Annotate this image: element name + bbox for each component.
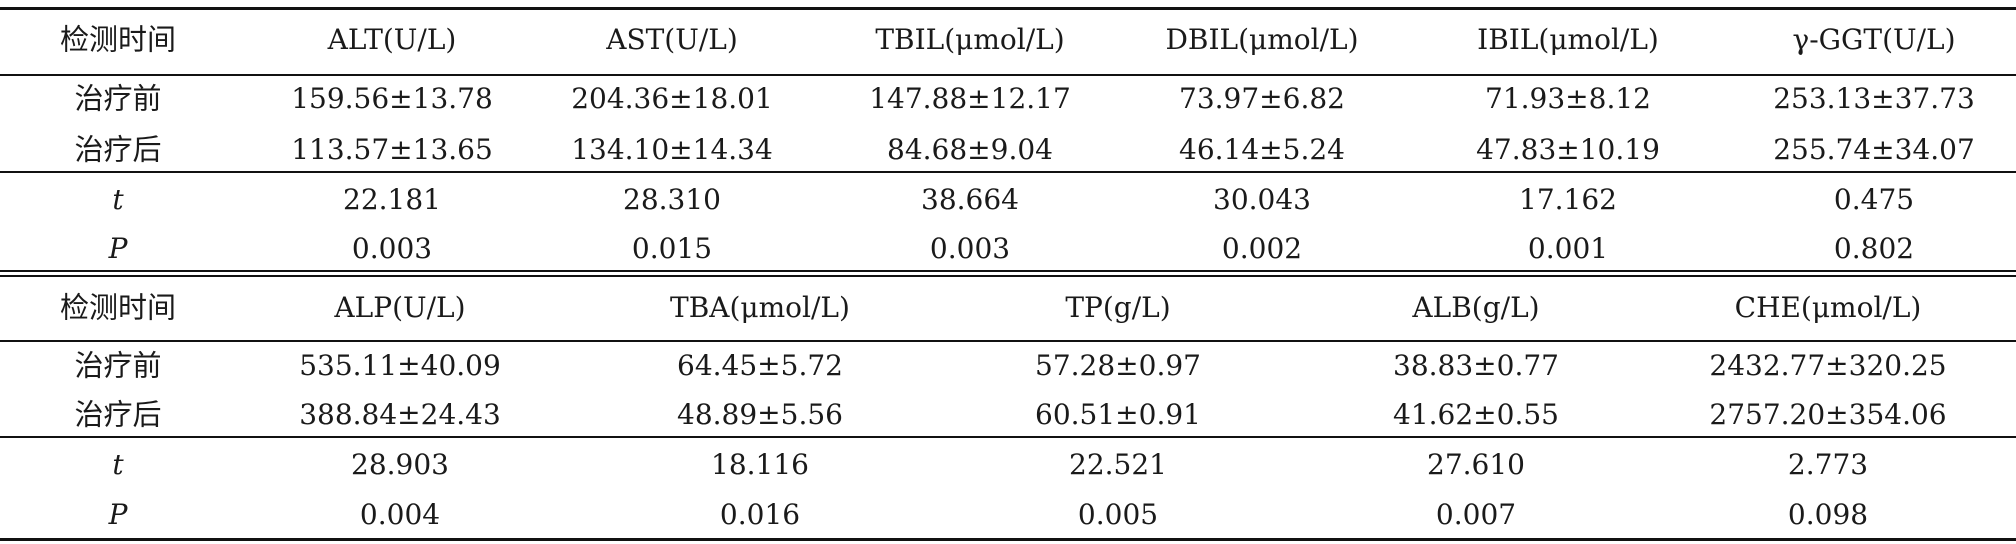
table1-row-label: 治疗前: [74, 81, 162, 116]
table2-cell: 535.11±40.09: [299, 349, 501, 382]
table2-header-cell: CHE(μmol/L): [1734, 291, 1922, 324]
table-rule: [0, 275, 2016, 277]
table-rule: [0, 7, 2016, 10]
table2-cell: 57.28±0.97: [1035, 349, 1201, 382]
table1-cell: 71.93±8.12: [1485, 82, 1651, 115]
table-rule: [0, 436, 2016, 438]
table1-row-label: 治疗后: [74, 132, 162, 167]
table2-cell: 388.84±24.43: [299, 398, 501, 431]
table-rule: [0, 538, 2016, 541]
table-rule: [0, 270, 2016, 272]
table2-cell: 22.521: [1069, 448, 1167, 481]
table1-cell: 46.14±5.24: [1179, 133, 1345, 166]
table1-cell: 28.310: [623, 183, 721, 216]
table1-cell: 134.10±14.34: [571, 133, 773, 166]
table2-header-cell: ALB(g/L): [1412, 291, 1540, 324]
table1-cell: 0.003: [929, 232, 1011, 265]
table1-cell: 47.83±10.19: [1476, 133, 1660, 166]
table2-cell: 0.004: [359, 498, 441, 531]
table2-cell: 60.51±0.91: [1035, 398, 1201, 431]
table1-cell: 0.001: [1527, 232, 1609, 265]
table1-header-cell: DBIL(μmol/L): [1165, 23, 1359, 56]
table-rule: [0, 171, 2016, 173]
table1-cell: 30.043: [1213, 183, 1311, 216]
table2-cell: 48.89±5.56: [677, 398, 843, 431]
table2-cell: 41.62±0.55: [1393, 398, 1559, 431]
table2-cell: 2.773: [1787, 448, 1869, 481]
table1-cell: 17.162: [1519, 183, 1617, 216]
table2-cell: 0.016: [719, 498, 801, 531]
table1-header-cell: γ-GGT(U/L): [1792, 23, 1956, 56]
table2-header-cell: TBA(μmol/L): [670, 291, 850, 324]
table1-cell: 22.181: [343, 183, 441, 216]
table1-cell: 0.003: [351, 232, 433, 265]
table1-cell: 204.36±18.01: [571, 82, 773, 115]
table1-cell: 253.13±37.73: [1773, 82, 1975, 115]
table2-cell: 28.903: [351, 448, 449, 481]
table2-cell: 27.610: [1427, 448, 1525, 481]
table1-cell: 0.475: [1833, 183, 1915, 216]
table1-header-cell: IBIL(μmol/L): [1477, 23, 1659, 56]
table1-cell: 84.68±9.04: [887, 133, 1053, 166]
table2-row-label: 治疗后: [74, 397, 162, 432]
table2-header-cell: 检测时间: [59, 290, 177, 325]
table1-header-cell: ALT(U/L): [327, 23, 457, 56]
table1-cell: 147.88±12.17: [869, 82, 1071, 115]
table1-cell: 113.57±13.65: [291, 133, 493, 166]
table2-header-cell: TP(g/L): [1065, 291, 1171, 324]
table2-row-label: P: [108, 498, 128, 531]
table1-cell: 0.802: [1833, 232, 1915, 265]
table1-cell: 159.56±13.78: [291, 82, 493, 115]
table2-cell: 0.007: [1435, 498, 1517, 531]
table1-row-label: P: [108, 232, 128, 265]
table1-header-cell: TBIL(μmol/L): [875, 23, 1065, 56]
table2-row-label: 治疗前: [74, 348, 162, 383]
table2-cell: 0.098: [1787, 498, 1869, 531]
table2-cell: 0.005: [1077, 498, 1159, 531]
table-rule: [0, 74, 2016, 76]
table1-cell: 38.664: [921, 183, 1019, 216]
table-rule: [0, 340, 2016, 342]
table2-row-label: t: [112, 448, 124, 481]
table2-cell: 2757.20±354.06: [1709, 398, 1947, 431]
table2-header-cell: ALP(U/L): [334, 291, 466, 324]
table1-cell: 0.002: [1221, 232, 1303, 265]
table1-cell: 73.97±6.82: [1179, 82, 1345, 115]
table2-cell: 64.45±5.72: [677, 349, 843, 382]
table2-cell: 18.116: [711, 448, 809, 481]
table1-header-cell: AST(U/L): [606, 23, 738, 56]
table2-cell: 2432.77±320.25: [1709, 349, 1947, 382]
table2-cell: 38.83±0.77: [1393, 349, 1559, 382]
table1-cell: 255.74±34.07: [1773, 133, 1975, 166]
table1-cell: 0.015: [631, 232, 713, 265]
table1-row-label: t: [112, 183, 124, 216]
table1-header-cell: 检测时间: [59, 22, 177, 57]
